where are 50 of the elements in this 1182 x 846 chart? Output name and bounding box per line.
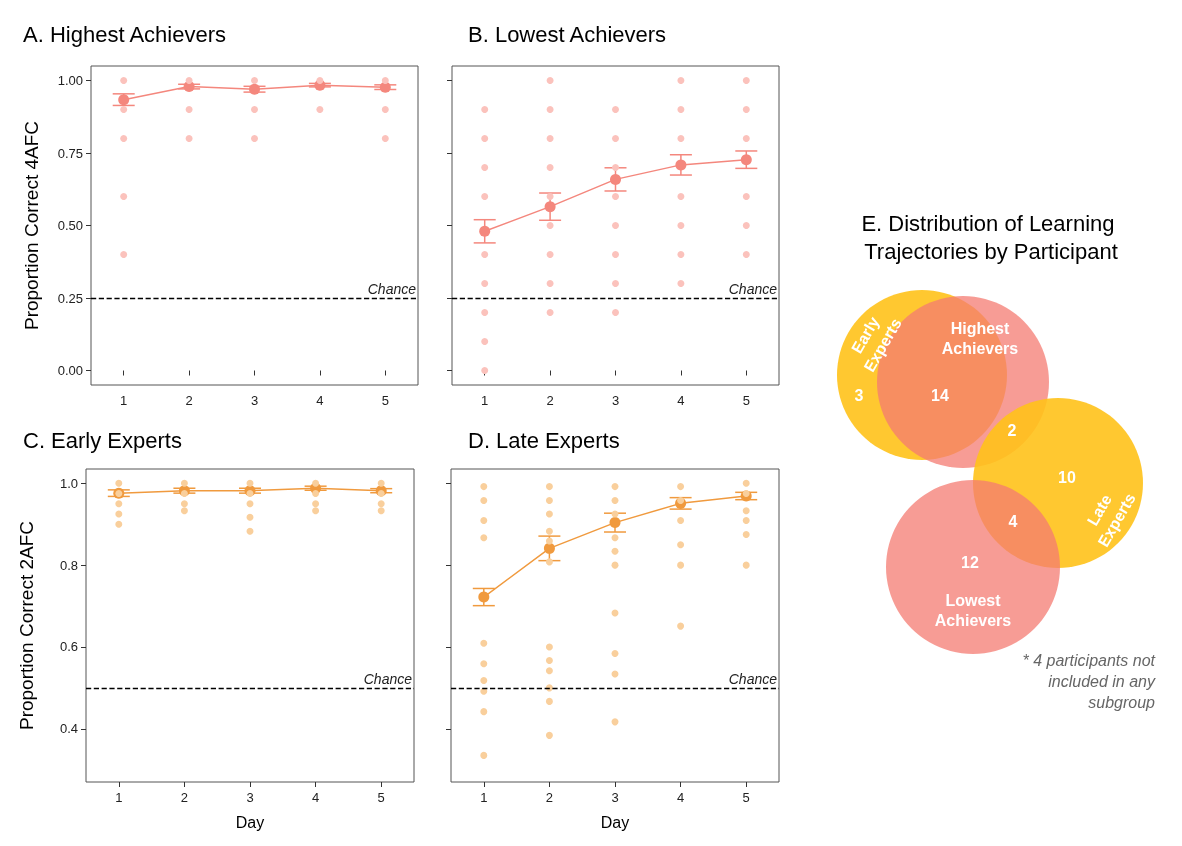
- text: E. Distribution of Learning Trajectories by Participant: [861, 210, 1121, 264]
- y-tick-label: 1.0: [59, 475, 78, 491]
- y-tick-label: 0.8: [59, 557, 78, 573]
- text: * 4 participants not included in any subgroup: [1021, 651, 1155, 713]
- chart-title: A. Highest Achievers: [23, 21, 226, 47]
- x-tick-label: 3: [611, 790, 619, 805]
- data-label: 12: [961, 553, 979, 571]
- y-tick-label: 0.4: [59, 721, 78, 737]
- ref-line-label: Chance: [728, 670, 778, 687]
- y-tick-label: 0.50: [57, 218, 83, 233]
- y-tick-label: 0.25: [57, 290, 83, 306]
- chart-title: D. Late Experts: [468, 427, 620, 453]
- y-axis-title: Proportion Correct 2AFC: [16, 520, 37, 731]
- ref-line-label: Chance: [363, 670, 413, 687]
- x-tick-label: 1: [480, 790, 488, 805]
- x-tick-label: 5: [742, 790, 750, 805]
- text: Lowest Achievers: [934, 591, 1012, 629]
- x-tick-label: 4: [676, 790, 685, 805]
- x-tick-label: 1: [120, 393, 128, 408]
- x-tick-label: 1: [481, 393, 489, 408]
- x-tick-label: 4: [316, 393, 324, 408]
- x-tick-label: 5: [381, 393, 389, 408]
- x-axis-title: Day: [600, 813, 630, 831]
- chart-title: C. Early Experts: [23, 427, 182, 453]
- x-tick-label: 2: [185, 393, 193, 408]
- x-axis-title: Day: [235, 813, 265, 831]
- x-tick-label: 2: [545, 790, 554, 805]
- data-label: 4: [1008, 512, 1018, 530]
- y-axis-title: Proportion Correct 4AFC: [21, 120, 42, 331]
- ref-line-label: Chance: [367, 281, 417, 297]
- x-tick-label: 2: [546, 393, 554, 408]
- x-tick-label: 4: [311, 790, 320, 805]
- x-tick-label: 5: [742, 393, 750, 408]
- ref-line-label: Chance: [728, 281, 778, 297]
- data-label: 14: [931, 386, 949, 404]
- x-tick-label: 3: [246, 790, 254, 805]
- x-tick-label: 5: [377, 790, 385, 805]
- y-tick-label: 0.75: [57, 145, 83, 161]
- x-tick-label: 1: [115, 790, 123, 805]
- text: Highest Achievers: [941, 319, 1019, 357]
- x-tick-label: 2: [180, 790, 189, 805]
- y-tick-label: 1.00: [57, 73, 83, 88]
- data-label: 2: [1007, 421, 1017, 439]
- x-tick-label: 4: [677, 393, 685, 408]
- x-tick-label: 3: [250, 393, 259, 408]
- chart-title: B. Lowest Achievers: [468, 21, 667, 47]
- data-label: 10: [1058, 468, 1076, 486]
- y-tick-label: 0.00: [57, 363, 83, 378]
- y-tick-label: 0.6: [59, 639, 78, 655]
- x-tick-label: 3: [611, 393, 620, 408]
